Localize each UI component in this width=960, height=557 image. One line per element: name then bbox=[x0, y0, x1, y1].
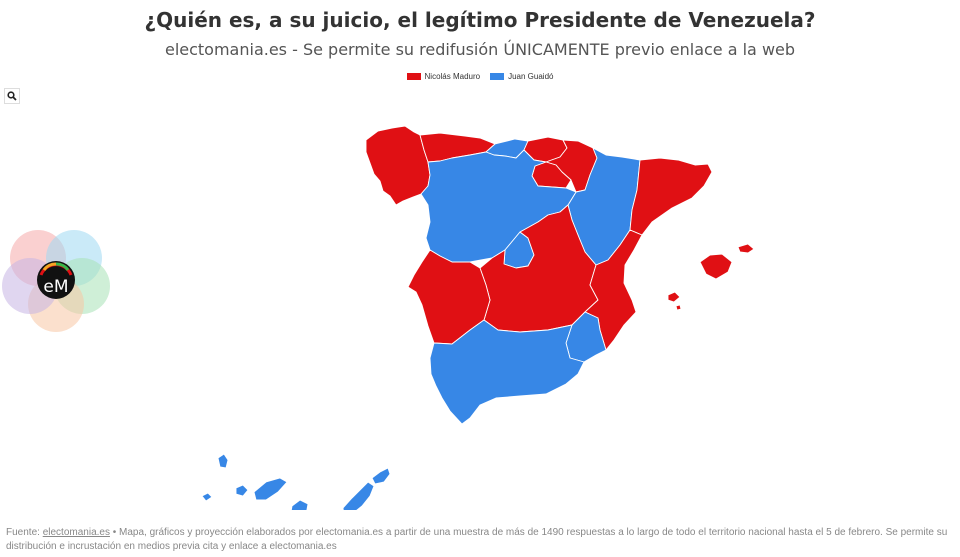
spain-map bbox=[201, 125, 755, 510]
region-ibiza[interactable] bbox=[667, 291, 681, 303]
footer: Fuente: electomania.es • Mapa, gráficos … bbox=[6, 526, 956, 554]
region-gran-canaria[interactable] bbox=[290, 499, 309, 510]
region-la-palma[interactable] bbox=[217, 453, 229, 469]
footer-source-link[interactable]: electomania.es bbox=[42, 527, 110, 538]
region-fuerteventura[interactable] bbox=[342, 481, 375, 510]
footer-prefix: Fuente: bbox=[6, 527, 43, 538]
legend-label-guaido: Juan Guaidó bbox=[508, 72, 554, 81]
page-title: ¿Quién es, a su juicio, el legítimo Pres… bbox=[144, 8, 816, 32]
legend-label-maduro: Nicolás Maduro bbox=[424, 72, 481, 81]
footer-text: • Mapa, gráficos y proyección elaborados… bbox=[6, 527, 948, 552]
logo-text: eM bbox=[43, 277, 68, 297]
legend: Nicolás Maduro Juan Guaidó bbox=[0, 72, 960, 81]
region-mallorca[interactable] bbox=[699, 253, 733, 280]
region-el-hierro[interactable] bbox=[201, 492, 213, 502]
zoom-button[interactable] bbox=[4, 88, 20, 104]
region-lanzarote[interactable] bbox=[371, 467, 391, 485]
legend-item-maduro[interactable]: Nicolás Maduro bbox=[406, 72, 481, 81]
legend-swatch-guaido bbox=[490, 73, 505, 80]
legend-item-guaido[interactable]: Juan Guaidó bbox=[490, 72, 553, 81]
region-andalucia[interactable] bbox=[429, 319, 585, 425]
region-cataluna[interactable] bbox=[629, 157, 713, 236]
legend-swatch-maduro bbox=[406, 73, 421, 80]
region-la-gomera[interactable] bbox=[235, 484, 249, 497]
region-tenerife[interactable] bbox=[253, 477, 288, 501]
search-icon bbox=[7, 91, 17, 101]
region-menorca[interactable] bbox=[737, 243, 755, 254]
region-formentera[interactable] bbox=[675, 304, 682, 311]
electomania-logo: eM bbox=[2, 230, 110, 332]
page-subtitle: electomania.es - Se permite su redifusió… bbox=[164, 40, 796, 59]
